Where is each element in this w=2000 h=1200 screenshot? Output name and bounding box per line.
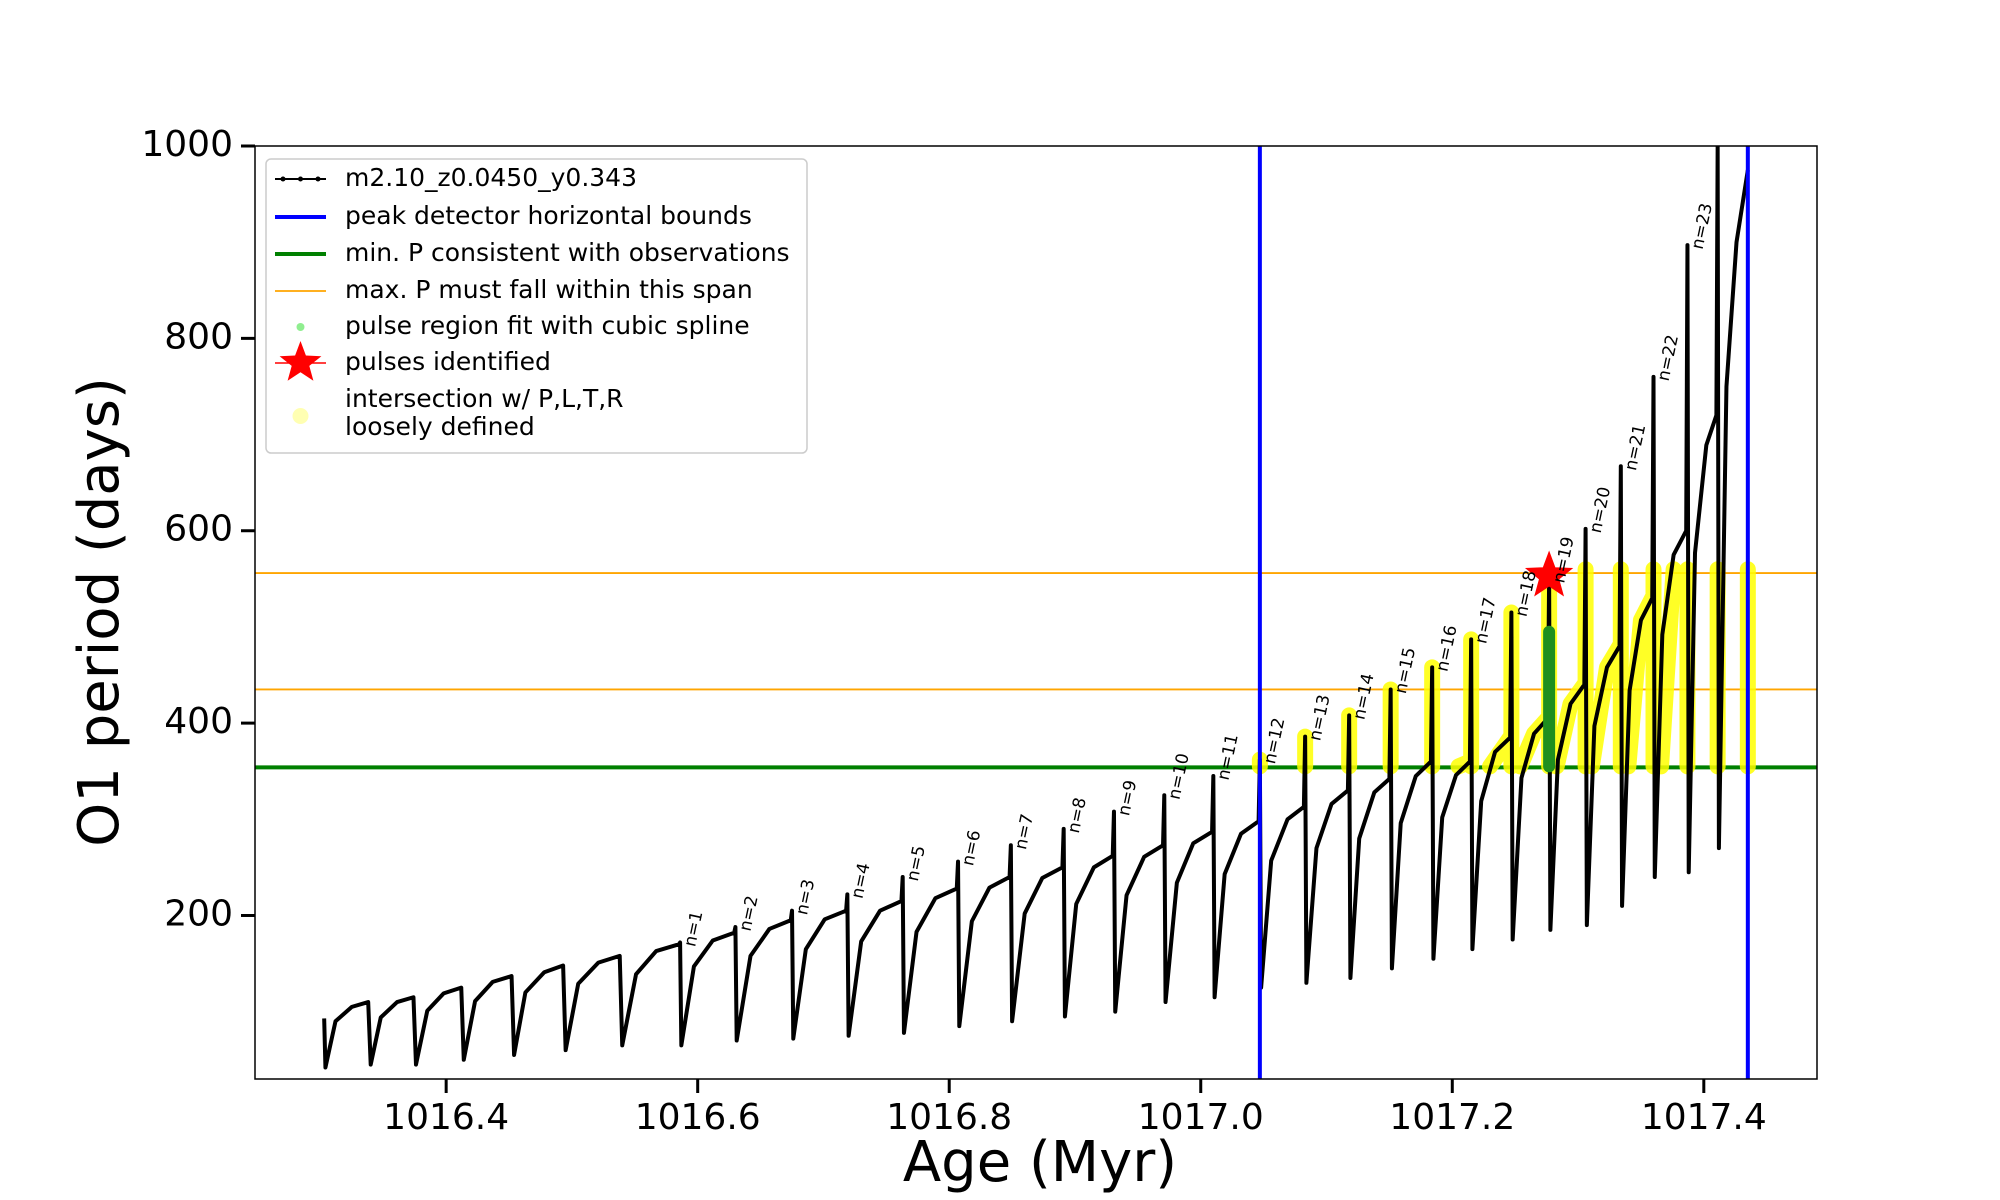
legend-label: min. P consistent with observations [345, 238, 790, 267]
pulse-annotation: n=21 [1621, 423, 1650, 473]
y-tick-label: 200 [164, 893, 233, 934]
intersection-region [1251, 561, 1756, 775]
legend-marker [296, 323, 305, 331]
x-tick-label: 1017.2 [1389, 1097, 1515, 1138]
legend-box [265, 158, 808, 454]
x-tick-label: 1016.8 [886, 1097, 1012, 1138]
pulse-annotation: n=10 [1165, 752, 1194, 802]
legend-marker [315, 176, 321, 182]
legend-label: peak detector horizontal bounds [345, 201, 752, 230]
pulse-annotation: n=20 [1586, 485, 1615, 535]
pulse-annotation: n=13 [1305, 693, 1334, 743]
y-tick-label: 600 [164, 509, 233, 550]
legend-label: pulse region fit with cubic spline [345, 311, 750, 340]
y-tick-label: 800 [164, 316, 233, 357]
legend-label: max. P must fall within this span [345, 275, 753, 304]
legend-label: m2.10_z0.0450_y0.343 [345, 163, 637, 192]
legend-marker [280, 176, 286, 182]
pulse-annotation: n=8 [1064, 796, 1091, 835]
x-axis-label: Age (Myr) [903, 1130, 1177, 1195]
pulse-annotation: n=11 [1214, 732, 1243, 782]
pulse-annotation: n=2 [736, 894, 763, 933]
pulse-annotation: n=23 [1688, 201, 1717, 251]
pulse-annotation: n=22 [1654, 333, 1683, 383]
legend-label: loosely defined [345, 412, 535, 441]
x-tick-label: 1016.6 [635, 1097, 761, 1138]
y-tick-label: 1000 [141, 124, 233, 165]
pulse-annotation: n=9 [1114, 778, 1141, 817]
x-tick-label: 1016.4 [383, 1097, 509, 1138]
period-line [322, 146, 1750, 1070]
pulse-annotation: n=15 [1391, 646, 1420, 696]
pulse-annotation: n=19 [1549, 535, 1578, 585]
pulse-annotation: n=7 [1011, 812, 1038, 851]
pulse-annotation: n=3 [792, 878, 819, 917]
pulse-annotation: n=16 [1432, 624, 1461, 674]
pulse-annotation: n=12 [1260, 716, 1289, 766]
plot-area [255, 146, 1817, 1079]
legend-label: pulses identified [345, 347, 551, 376]
pulse-annotation: n=5 [903, 844, 930, 883]
pulse-annotation: n=17 [1471, 596, 1500, 646]
axes-frame [254, 145, 1818, 1080]
pulse-star [1524, 550, 1574, 597]
x-tick-label: 1017.4 [1641, 1097, 1767, 1138]
y-axis-label: O1 period (days) [67, 377, 132, 847]
legend-marker [298, 176, 303, 182]
pulse-annotation: n=14 [1349, 672, 1378, 722]
pulse-annotation: n=6 [958, 828, 985, 867]
x-tick-label: 1017.0 [1138, 1097, 1264, 1138]
legend-label: intersection w/ P,L,T,R [345, 384, 624, 413]
pulse-annotation: n=4 [848, 861, 875, 900]
legend-marker [292, 408, 309, 424]
y-tick-label: 400 [164, 701, 233, 742]
legend-marker [279, 341, 322, 381]
pulse-annotation: n=1 [680, 909, 707, 948]
